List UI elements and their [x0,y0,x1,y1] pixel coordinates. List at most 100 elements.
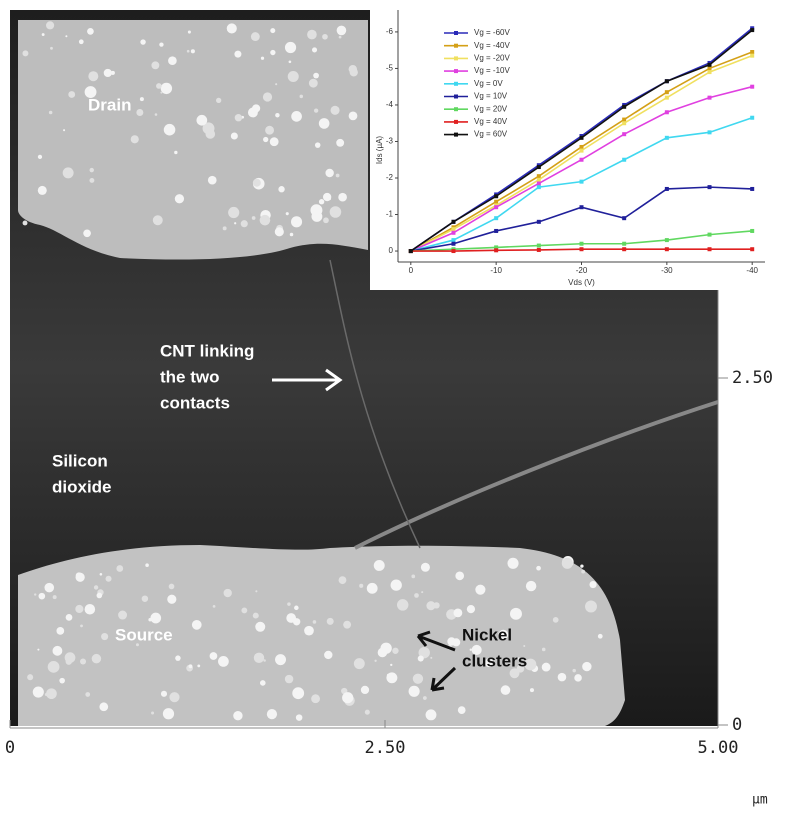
data-point [494,216,498,220]
nickel-cluster [56,627,64,635]
nickel-cluster [85,604,96,615]
nickel-cluster [156,83,162,89]
annotation: CNT linking [160,341,254,360]
nickel-cluster [365,710,370,715]
nickel-cluster [338,193,347,202]
nickel-cluster [536,566,541,571]
nickel-cluster [223,226,227,230]
nickel-cluster [234,51,241,58]
source-contact [18,545,625,726]
nickel-cluster [48,661,60,673]
nickel-cluster [421,591,423,593]
nickel-cluster [378,648,388,658]
nickel-cluster [254,653,264,663]
data-point [622,158,626,162]
nickel-cluster [89,178,94,183]
data-point [494,194,498,198]
data-point [750,50,754,54]
data-point [665,79,669,83]
nickel-cluster [187,50,190,53]
nickel-cluster [191,49,195,53]
data-point [537,248,541,252]
data-point [537,185,541,189]
data-point [537,220,541,224]
data-point [451,227,455,231]
nickel-cluster [562,558,573,569]
nickel-cluster [136,109,143,116]
nickel-cluster [309,79,318,88]
nickel-cluster [523,645,525,647]
data-point [708,247,712,251]
nickel-cluster [286,212,289,215]
nickel-cluster [104,69,112,77]
data-point [708,66,712,70]
unit-label: µm [752,793,768,808]
nickel-cluster [327,618,334,625]
annotation: Nickel [462,625,512,644]
nickel-cluster [411,574,415,578]
nickel-cluster [270,50,275,55]
nickel-cluster [160,92,162,94]
data-point [750,54,754,58]
nickel-cluster [319,118,330,129]
nickel-cluster [253,613,259,619]
data-point [750,247,754,251]
nickel-cluster [324,651,332,659]
nickel-cluster [163,708,174,719]
nickel-cluster [131,135,139,143]
nickel-cluster [367,583,378,594]
y-tick-label: -5 [386,64,394,73]
x-axis-label: Vds (V) [568,278,595,287]
nickel-cluster [80,658,86,664]
nickel-cluster [278,186,284,192]
nickel-cluster [159,42,163,46]
y-tick-label: -4 [386,100,394,109]
nickel-cluster [275,83,277,85]
nickel-cluster [140,97,144,101]
nickel-cluster [285,42,296,53]
nickel-cluster [263,92,272,101]
nickel-cluster [22,50,28,56]
nickel-cluster [145,563,149,567]
legend-marker [454,133,458,137]
nickel-cluster [192,620,202,630]
nickel-cluster [260,215,271,226]
nickel-cluster [458,706,466,714]
nickel-cluster [53,646,63,656]
legend-marker [454,69,458,73]
nickel-cluster [76,572,82,578]
legend-label: Vg = 10V [474,92,508,101]
data-point [622,118,626,122]
nickel-cluster [331,106,340,115]
nickel-cluster [391,579,402,590]
nickel-cluster [315,142,321,148]
nickel-cluster [287,602,290,605]
legend-marker [454,120,458,124]
x-tick-label: -20 [576,266,588,275]
nickel-cluster [169,692,179,702]
nickel-cluster [175,194,184,203]
data-point [708,130,712,134]
nickel-cluster [118,611,127,620]
nickel-cluster [38,186,47,195]
nickel-cluster [312,47,317,52]
nickel-cluster [255,590,257,592]
nickel-cluster [354,658,365,669]
nickel-cluster [296,714,302,720]
nickel-cluster [319,199,324,204]
nickel-cluster [151,61,159,69]
nickel-cluster [92,654,101,663]
nickel-cluster [433,602,439,608]
nickel-cluster [288,71,299,82]
nickel-cluster [311,694,320,703]
figure: DrainCNT linkingthe twocontactsSilicondi… [0,0,789,813]
nickel-cluster [325,169,333,177]
data-point [537,181,541,185]
data-point [622,242,626,246]
nickel-cluster [313,620,317,624]
legend-marker [454,56,458,60]
nickel-cluster [585,601,597,613]
nickel-cluster [94,585,98,589]
nickel-cluster [342,692,353,703]
nickel-cluster [65,652,76,663]
